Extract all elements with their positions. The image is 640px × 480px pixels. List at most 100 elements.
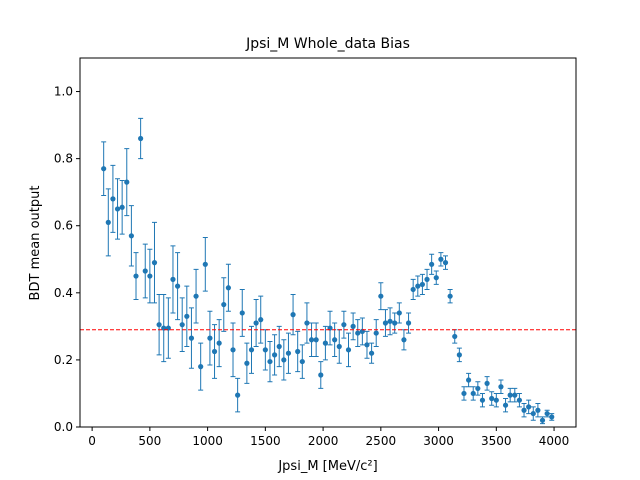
data-point — [429, 261, 435, 267]
data-point — [461, 390, 467, 397]
data-point — [313, 337, 319, 343]
x-tick-label: 3500 — [481, 434, 512, 448]
data-point — [516, 397, 523, 403]
data-point — [452, 333, 458, 340]
x-axis-label: Jpsi_M [MeV/c²] — [277, 459, 377, 474]
data-point — [530, 410, 536, 417]
data-point — [410, 286, 416, 293]
data-point — [193, 293, 199, 299]
data-point — [355, 330, 361, 336]
x-tick-label: 4000 — [539, 434, 570, 448]
y-tick-label: 0.6 — [54, 219, 73, 233]
data-point — [174, 283, 181, 289]
data-point — [535, 407, 541, 413]
data-point — [442, 260, 449, 266]
y-tick-label: 0.0 — [54, 420, 73, 434]
data-point — [253, 320, 259, 326]
data-point — [138, 135, 144, 142]
data-point — [225, 285, 231, 291]
data-point — [341, 322, 347, 328]
data-point — [378, 293, 384, 299]
data-point — [114, 206, 121, 212]
data-point — [364, 342, 370, 348]
x-tick-label: 0 — [88, 434, 96, 448]
data-point — [368, 350, 375, 356]
data-point — [299, 358, 305, 365]
data-point — [350, 323, 356, 329]
data-point — [179, 322, 185, 328]
data-point — [387, 318, 393, 324]
data-point — [544, 410, 550, 417]
data-point — [239, 310, 245, 316]
y-axis-label: BDT mean output — [28, 186, 43, 301]
data-point — [512, 392, 518, 398]
x-tick-label: 500 — [138, 434, 161, 448]
data-point — [336, 343, 342, 350]
data-point — [198, 364, 204, 370]
data-point — [124, 179, 130, 185]
data-point — [498, 384, 504, 390]
data-point — [415, 283, 421, 289]
data-point — [128, 233, 134, 239]
data-point — [526, 404, 532, 410]
x-tick-label: 1000 — [192, 434, 223, 448]
data-point — [470, 390, 476, 397]
data-point — [276, 343, 282, 350]
data-point — [433, 275, 439, 281]
x-tick-label: 3000 — [423, 434, 454, 448]
data-point — [484, 380, 490, 386]
data-point — [322, 340, 329, 346]
data-point — [373, 330, 379, 336]
data-point — [267, 358, 273, 365]
data-point — [521, 407, 527, 413]
data-point — [401, 337, 407, 343]
data-point — [281, 357, 287, 363]
data-point — [479, 397, 486, 403]
data-point — [151, 260, 158, 266]
data-point — [156, 322, 162, 328]
data-point — [424, 276, 430, 282]
data-point — [539, 417, 546, 423]
data-point — [271, 352, 278, 358]
data-point — [382, 320, 389, 326]
data-point — [235, 392, 241, 398]
data-point — [345, 347, 352, 353]
data-point — [119, 204, 125, 210]
data-point — [101, 166, 107, 172]
data-point — [221, 301, 227, 308]
data-point — [392, 320, 398, 326]
data-point — [262, 347, 268, 353]
data-point — [202, 261, 208, 267]
data-point — [285, 350, 292, 356]
data-point — [308, 337, 315, 343]
data-point — [142, 268, 148, 274]
data-point — [105, 219, 111, 225]
y-tick-label: 0.8 — [54, 152, 73, 166]
data-point — [438, 256, 444, 262]
data-point — [290, 312, 296, 318]
data-point — [466, 377, 472, 383]
x-tick-label: 1500 — [250, 434, 281, 448]
data-point — [216, 340, 222, 346]
data-point — [188, 335, 195, 341]
data-point — [244, 360, 250, 366]
data-point — [211, 348, 218, 355]
data-point — [258, 317, 264, 323]
data-point — [110, 196, 116, 202]
data-point — [489, 395, 495, 402]
data-point — [419, 281, 426, 288]
x-tick-label: 2500 — [366, 434, 397, 448]
data-point — [133, 273, 139, 279]
data-point — [405, 320, 412, 326]
plot-frame — [79, 57, 577, 428]
data-point — [170, 276, 176, 282]
data-point — [493, 397, 499, 403]
data-point — [447, 293, 453, 299]
x-tick-label: 2000 — [308, 434, 339, 448]
data-point — [396, 310, 402, 316]
data-point — [507, 392, 513, 398]
data-point — [549, 414, 555, 420]
y-tick-label: 1.0 — [54, 85, 73, 99]
